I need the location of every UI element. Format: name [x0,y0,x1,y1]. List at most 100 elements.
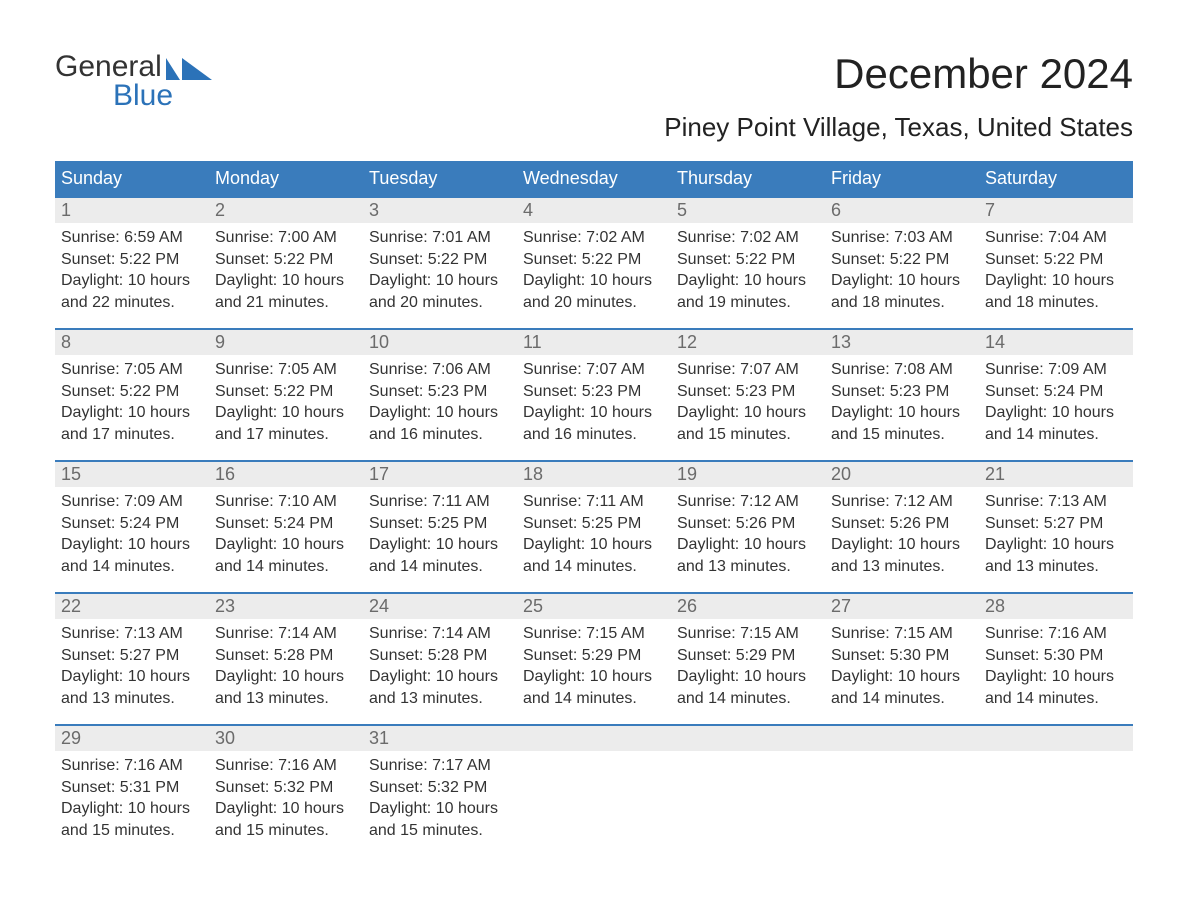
d2-text: and 19 minutes. [677,292,819,314]
day-info-row: Sunrise: 7:16 AM Sunset: 5:31 PM Daylight:… [55,751,1133,857]
weekday-header: Thursday [671,161,825,197]
day-number-cell: 18 [517,461,671,487]
weekday-header: Monday [209,161,363,197]
day-number-cell: 29 [55,725,209,751]
sunset-text: Sunset: 5:29 PM [677,645,819,667]
sunset-text: Sunset: 5:22 PM [985,249,1127,271]
d2-text: and 20 minutes. [523,292,665,314]
day-number-cell: 19 [671,461,825,487]
day-info-cell: Sunrise: 7:05 AMSunset: 5:22 PMDaylight:… [209,355,363,461]
d2-text: and 14 minutes. [215,556,357,578]
d1-text: Daylight: 10 hours [215,666,357,688]
day-number-cell: 31 [363,725,517,751]
d2-text: and 18 minutes. [831,292,973,314]
day-number-cell: 5 [671,197,825,223]
sunset-text: Sunset: 5:29 PM [523,645,665,667]
sunset-text: Sunset: 5:28 PM [215,645,357,667]
sunset-text: Sunset: 5:22 PM [523,249,665,271]
day-number-cell [979,725,1133,751]
d1-text: Daylight: 10 hours [61,270,203,292]
sunset-text: Sunset: 5:32 PM [215,777,357,799]
day-info-cell: Sunrise: 7:00 AMSunset: 5:22 PMDaylight:… [209,223,363,329]
day-info-cell: Sunrise: 7:04 AMSunset: 5:22 PMDaylight:… [979,223,1133,329]
sunrise-text: Sunrise: 7:15 AM [677,623,819,645]
daynum-row: 1234567 [55,197,1133,223]
sunrise-text: Sunrise: 7:14 AM [369,623,511,645]
sunrise-text: Sunrise: 7:04 AM [985,227,1127,249]
sunrise-text: Sunrise: 7:09 AM [61,491,203,513]
d2-text: and 13 minutes. [985,556,1127,578]
sunset-text: Sunset: 5:27 PM [985,513,1127,535]
sunset-text: Sunset: 5:30 PM [831,645,973,667]
d2-text: and 15 minutes. [215,820,357,842]
sunset-text: Sunset: 5:24 PM [61,513,203,535]
daynum-row: 22232425262728 [55,593,1133,619]
day-number-cell: 26 [671,593,825,619]
day-number-cell: 2 [209,197,363,223]
sunset-text: Sunset: 5:23 PM [831,381,973,403]
sunrise-text: Sunrise: 7:16 AM [215,755,357,777]
d2-text: and 15 minutes. [61,820,203,842]
day-number-cell: 24 [363,593,517,619]
day-number-cell: 14 [979,329,1133,355]
day-info-cell: Sunrise: 7:06 AMSunset: 5:23 PMDaylight:… [363,355,517,461]
d2-text: and 14 minutes. [677,688,819,710]
d2-text: and 13 minutes. [215,688,357,710]
sunset-text: Sunset: 5:25 PM [369,513,511,535]
d1-text: Daylight: 10 hours [369,666,511,688]
d1-text: Daylight: 10 hours [215,798,357,820]
sunset-text: Sunset: 5:26 PM [831,513,973,535]
d1-text: Daylight: 10 hours [677,666,819,688]
d2-text: and 15 minutes. [677,424,819,446]
day-info-cell: Sunrise: 6:59 AMSunset: 5:22 PMDaylight:… [55,223,209,329]
d2-text: and 14 minutes. [831,688,973,710]
day-info-cell: Sunrise: 7:10 AMSunset: 5:24 PMDaylight:… [209,487,363,593]
sunrise-text: Sunrise: 7:15 AM [523,623,665,645]
day-number-cell: 13 [825,329,979,355]
day-number-cell: 12 [671,329,825,355]
sunrise-text: Sunrise: 7:07 AM [677,359,819,381]
sunrise-text: Sunrise: 7:12 AM [677,491,819,513]
day-info-cell: Sunrise: 7:16 AMSunset: 5:30 PMDaylight:… [979,619,1133,725]
day-number-cell: 1 [55,197,209,223]
weekday-header: Friday [825,161,979,197]
day-number-cell: 3 [363,197,517,223]
day-info-cell: Sunrise: 7:13 AMSunset: 5:27 PMDaylight:… [979,487,1133,593]
month-title: December 2024 [664,50,1133,98]
day-number-cell [825,725,979,751]
sunset-text: Sunset: 5:22 PM [61,249,203,271]
sunrise-text: Sunrise: 7:10 AM [215,491,357,513]
calendar-table: Sunday Monday Tuesday Wednesday Thursday… [55,161,1133,857]
day-info-cell [671,751,825,857]
header-row: General Blue December 2024 Piney Point V… [55,50,1133,143]
day-info-cell [517,751,671,857]
day-info-cell [979,751,1133,857]
d1-text: Daylight: 10 hours [677,270,819,292]
sunrise-text: Sunrise: 7:07 AM [523,359,665,381]
sunset-text: Sunset: 5:23 PM [369,381,511,403]
d2-text: and 21 minutes. [215,292,357,314]
sunset-text: Sunset: 5:22 PM [215,381,357,403]
day-number-cell: 28 [979,593,1133,619]
day-info-cell: Sunrise: 7:12 AMSunset: 5:26 PMDaylight:… [671,487,825,593]
sunrise-text: Sunrise: 7:05 AM [215,359,357,381]
day-info-cell: Sunrise: 7:14 AMSunset: 5:28 PMDaylight:… [209,619,363,725]
sunrise-text: Sunrise: 7:05 AM [61,359,203,381]
day-info-cell: Sunrise: 7:16 AMSunset: 5:32 PMDaylight:… [209,751,363,857]
d1-text: Daylight: 10 hours [215,402,357,424]
sunset-text: Sunset: 5:25 PM [523,513,665,535]
sunset-text: Sunset: 5:23 PM [677,381,819,403]
weekday-header-row: Sunday Monday Tuesday Wednesday Thursday… [55,161,1133,197]
day-number-cell: 21 [979,461,1133,487]
day-info-cell: Sunrise: 7:05 AMSunset: 5:22 PMDaylight:… [55,355,209,461]
daynum-row: 891011121314 [55,329,1133,355]
day-number-cell: 17 [363,461,517,487]
day-info-cell: Sunrise: 7:07 AMSunset: 5:23 PMDaylight:… [517,355,671,461]
d1-text: Daylight: 10 hours [369,798,511,820]
location-text: Piney Point Village, Texas, United State… [664,112,1133,143]
d1-text: Daylight: 10 hours [985,270,1127,292]
day-number-cell [517,725,671,751]
sunset-text: Sunset: 5:31 PM [61,777,203,799]
sunrise-text: Sunrise: 7:06 AM [369,359,511,381]
d2-text: and 14 minutes. [523,688,665,710]
